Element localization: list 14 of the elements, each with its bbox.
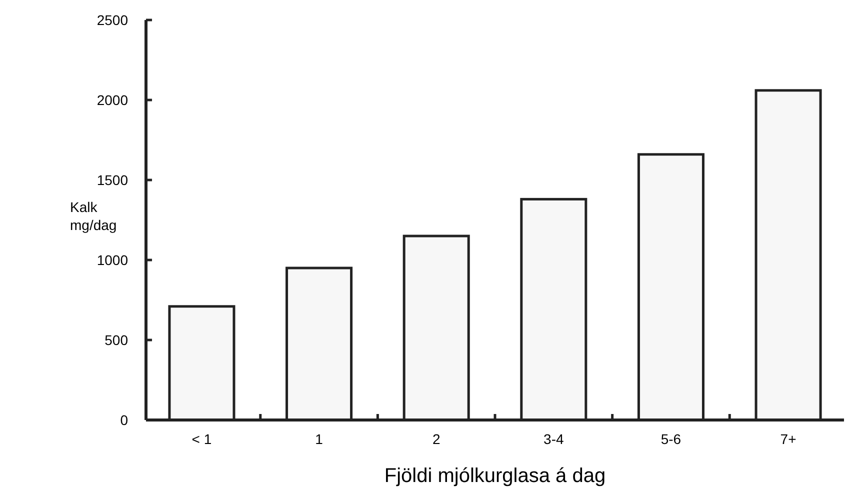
x-tick-label: 3-4 — [544, 431, 564, 447]
x-axis-title: Fjöldi mjólkurglasa á dag — [384, 465, 606, 487]
x-tick-label: 2 — [432, 431, 440, 447]
y-tick-label: 0 — [120, 412, 128, 428]
y-tick-label: 2500 — [96, 12, 128, 28]
x-tick-label: < 1 — [192, 431, 212, 447]
x-tick-label: 7+ — [780, 431, 796, 447]
y-tick-label: 1000 — [96, 252, 128, 268]
x-tick-label: 1 — [315, 431, 324, 447]
y-tick-label: 2000 — [96, 92, 128, 108]
y-axis-title: Kalk mg/dag — [70, 199, 117, 233]
y-tick-label: 1500 — [96, 172, 128, 188]
y-tick-label: 500 — [104, 332, 128, 348]
x-tick-label: 5-6 — [660, 431, 682, 447]
